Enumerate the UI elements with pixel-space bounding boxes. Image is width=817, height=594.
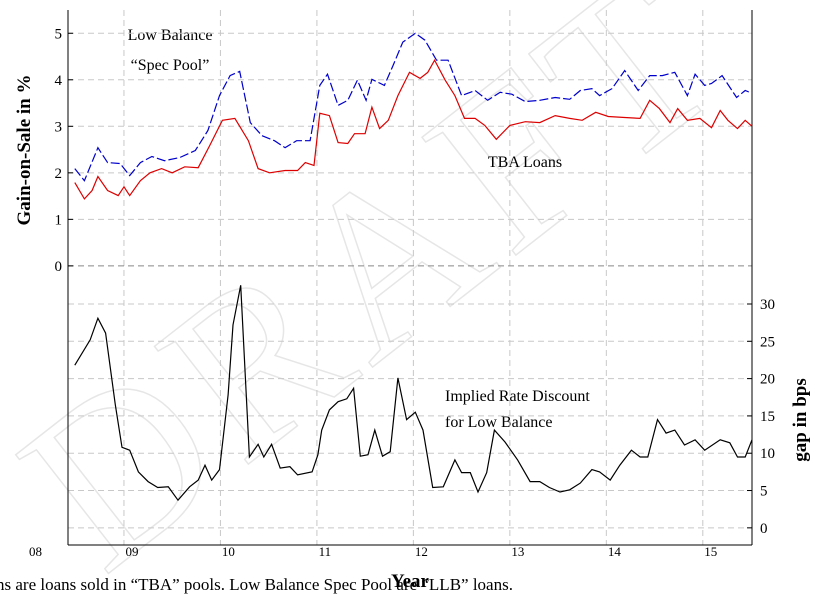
y-tick-label: 4	[55, 73, 63, 89]
annotation: TBA Loans	[488, 154, 562, 171]
y2-tick-label: 0	[760, 521, 768, 537]
y2-axis-label: gap in bps	[790, 378, 811, 461]
x-tick-label: 13	[511, 544, 524, 559]
annotation: for Low Balance	[445, 414, 553, 431]
series-line	[74, 285, 753, 502]
watermark: DRAFT	[0, 0, 768, 594]
x-tick-label: 12	[415, 544, 428, 559]
y2-tick-label: 30	[760, 297, 775, 313]
y2-tick-label: 25	[760, 334, 775, 350]
series-line	[74, 32, 753, 182]
y2-tick-label: 15	[760, 409, 775, 425]
x-tick-label: 14	[608, 544, 622, 559]
y2-tick-label: 20	[760, 372, 775, 388]
watermark-group: DRAFT	[0, 0, 768, 594]
y2-tick-label: 10	[760, 446, 775, 462]
x-tick-label: 08	[29, 544, 42, 559]
y-tick-label: 0	[55, 259, 63, 275]
caption: ns are loans sold in “TBA” pools. Low Ba…	[0, 575, 513, 594]
x-tick-label: 15	[704, 544, 717, 559]
y-axis-label: Gain-on-Sale in %	[14, 75, 35, 226]
annotation: “Spec Pool”	[131, 57, 210, 74]
y-tick-label: 1	[55, 212, 63, 228]
y-tick-label: 3	[55, 119, 63, 135]
x-tick-label: 10	[222, 544, 235, 559]
x-tick-label: 09	[125, 544, 138, 559]
annotation: Implied Rate Discount	[445, 388, 590, 405]
x-axis-label: Year	[391, 571, 430, 592]
y-tick-label: 5	[55, 26, 63, 42]
y2-tick-label: 5	[760, 484, 768, 500]
annotation: Low Balance	[128, 27, 213, 44]
series-line	[74, 58, 753, 200]
x-tick-label: 11	[319, 544, 332, 559]
y-tick-label: 2	[55, 166, 63, 182]
